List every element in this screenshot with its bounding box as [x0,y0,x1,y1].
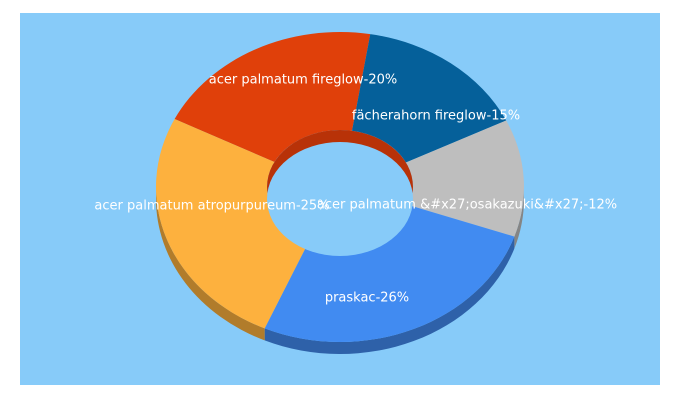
slice-side-praskac-26 [264,236,515,354]
slice-label-facherahorn-fireglow: fächerahorn fireglow-15% [352,109,520,124]
donut-hole [267,130,413,256]
donut-hole-fill [267,142,413,256]
slice-label-atropurpureum: acer palmatum atropurpureum-25% [94,199,329,214]
slice-side-acer-palmatum-atropurpureum-25 [156,187,265,341]
slice-label-acer-palmatum-fireglow: acer palmatum fireglow-20% [209,73,397,88]
donut-sides [156,187,524,354]
slice-label-praskac: praskac-26% [325,291,409,306]
slice-acer-palmatum-fireglow-20[interactable] [174,31,371,163]
slice-label-osakazuki: acer palmatum &#x27;osakazuki&#x27;-12% [317,198,617,213]
slice-labels: acer palmatum fireglow-20% fächerahorn f… [94,73,617,306]
slice-side-acer-palmatum-x27-osakazuki-x27-12 [514,187,524,249]
slice-acer-palmatum-x27-osakazuki-x27-12[interactable] [405,120,524,237]
slice-praskac-26[interactable] [264,205,515,342]
slice-f-cherahorn-fireglow-15[interactable] [352,34,507,163]
slice-acer-palmatum-atropurpureum-25[interactable] [155,119,311,329]
donut-slices [155,31,524,342]
